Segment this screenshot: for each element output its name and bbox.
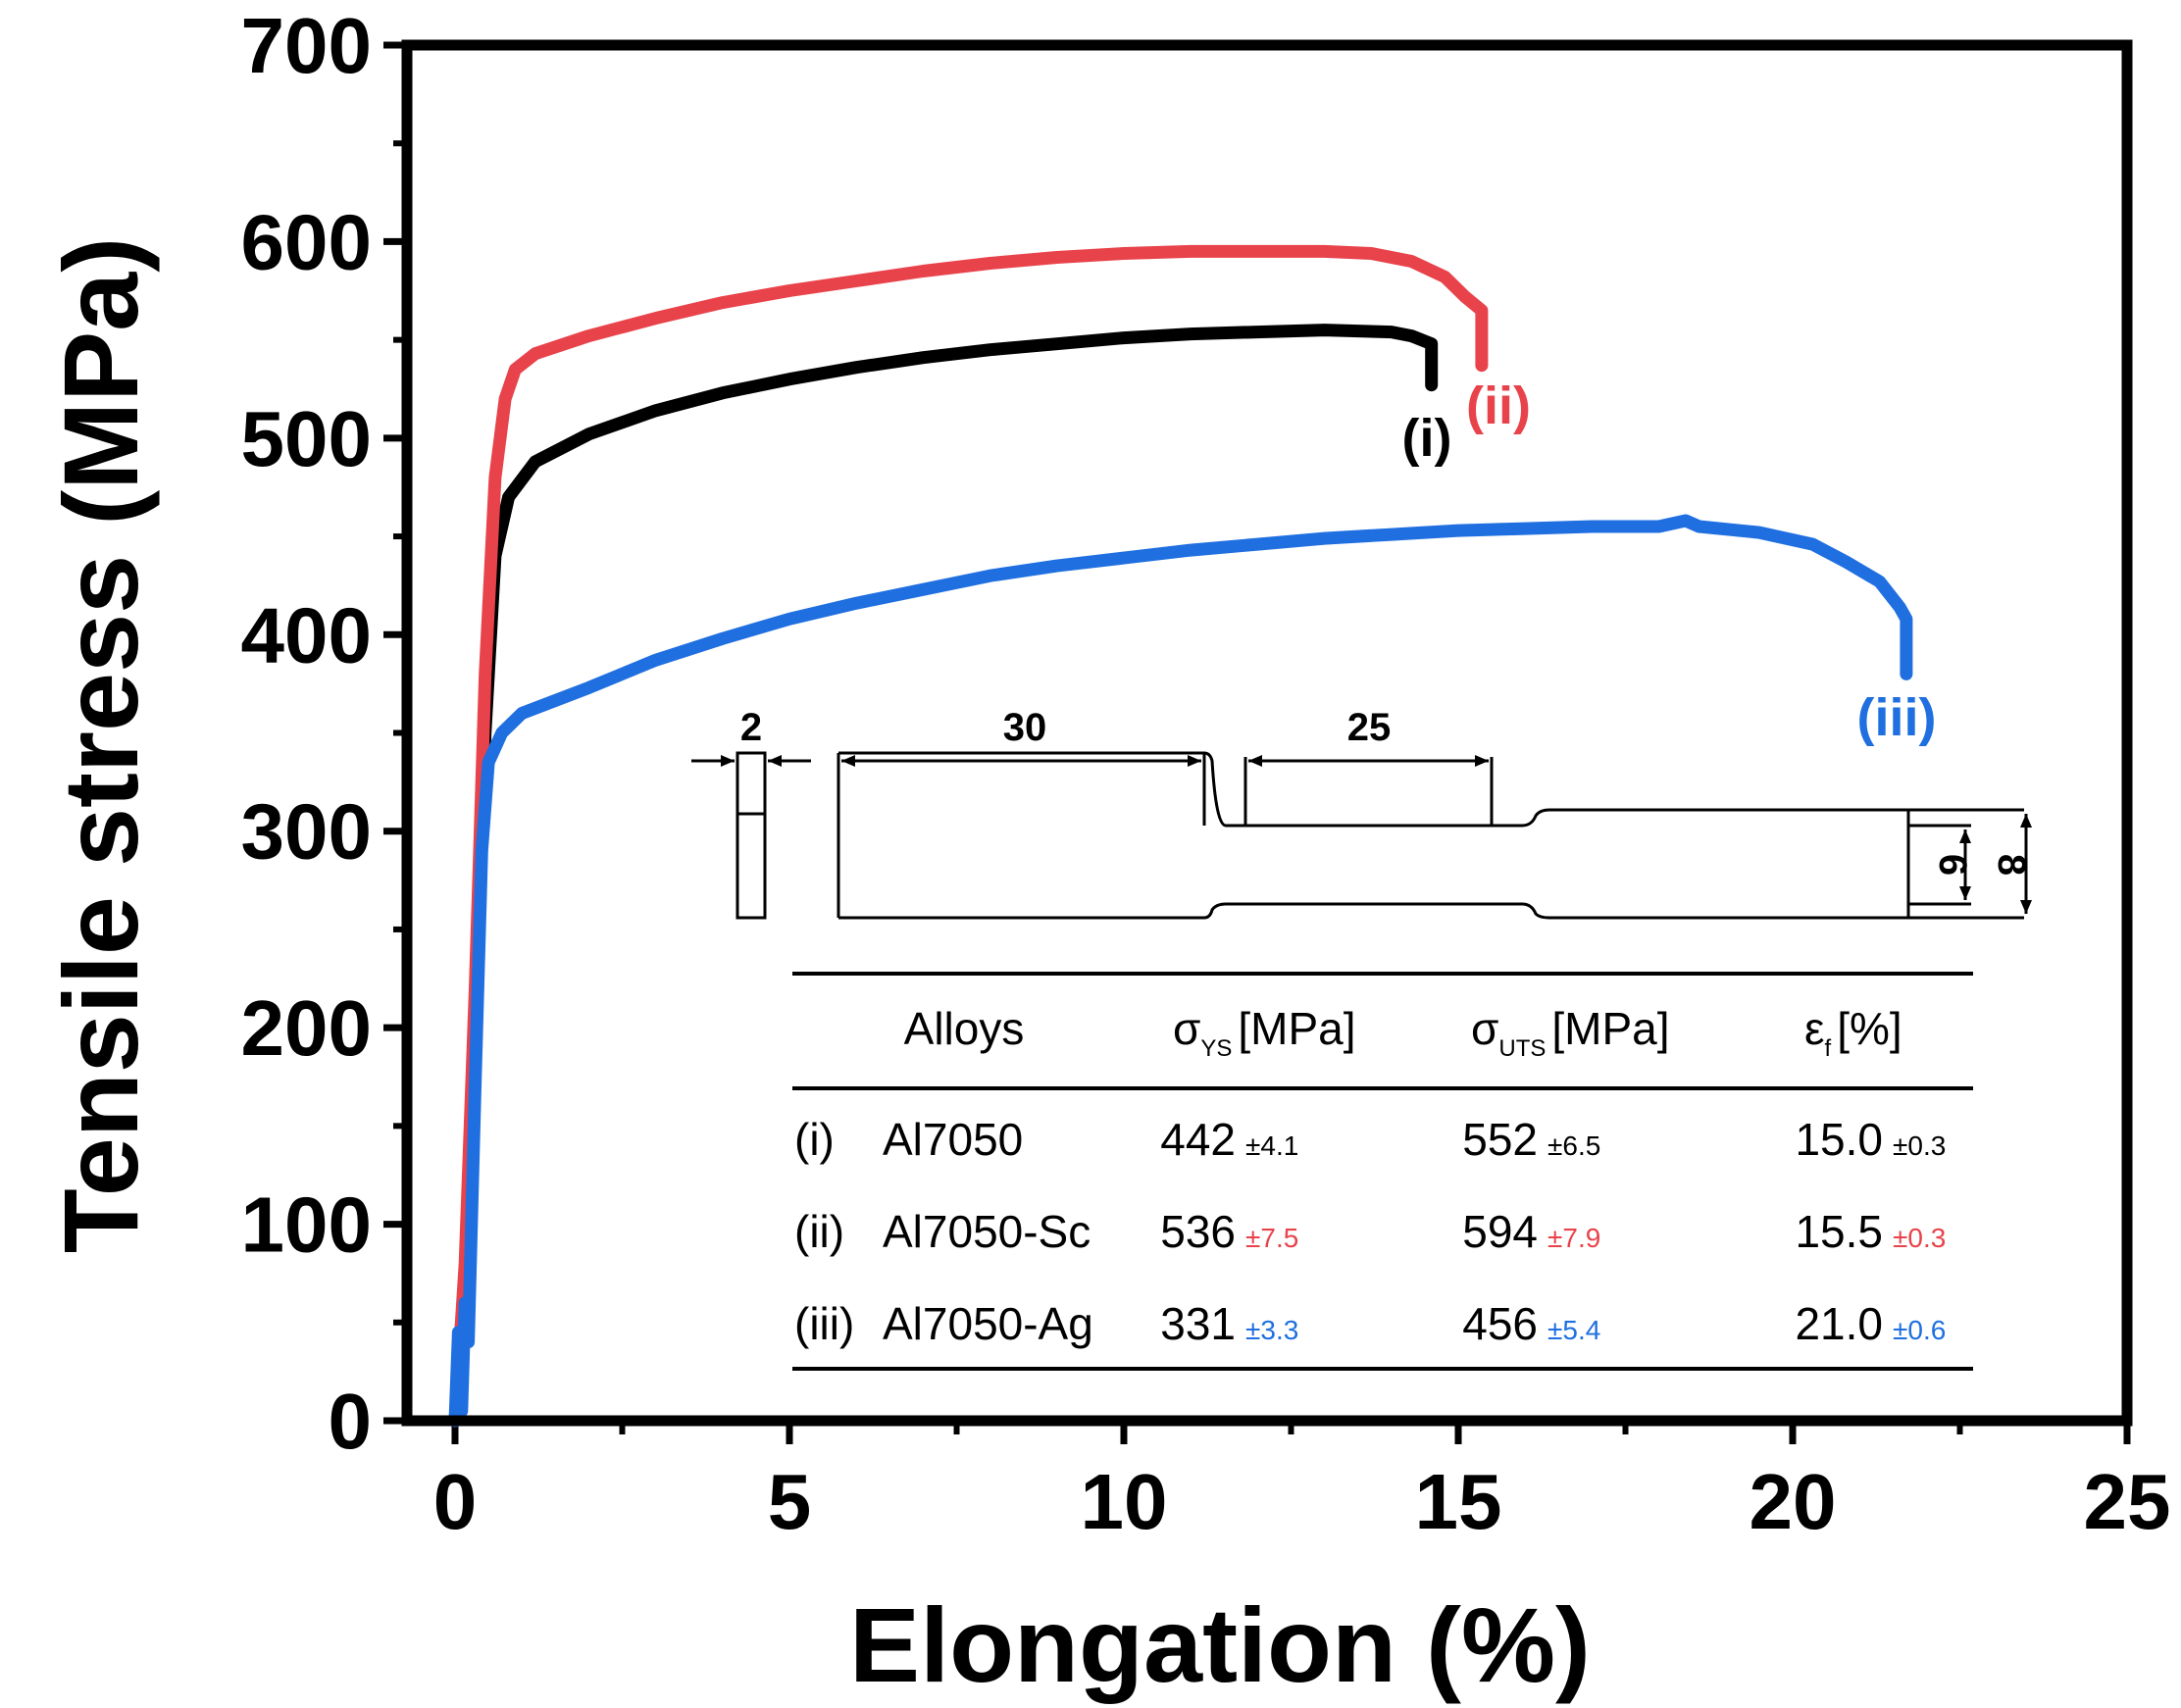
table-row: (iii) Al7050-Ag 331 ±3.3 456 ±5.4 21.0 ±0.6 [794,1298,1946,1349]
header-ef-unit: [%] [1837,1003,1902,1054]
table-rows: (i) Al7050 442 ±4.1 552 ±6.5 15.0 ±0.3 (ii) Al705… [794,1114,1946,1349]
curve-label-iii: (iii) [1857,688,1937,747]
header-ys-sub: YS [1200,1035,1232,1062]
row-ef-err: ±0.3 [1893,1130,1946,1161]
y-tick-label: 300 [241,788,372,876]
curves-layer [448,244,1913,1428]
row-alloy: Al7050-Ag [883,1298,1093,1349]
header-uts-symbol: σ [1471,1003,1498,1054]
dim-label-25: 25 [1347,706,1392,749]
row-uts-err: ±6.5 [1547,1130,1600,1161]
row-ys-err: ±4.1 [1245,1130,1298,1161]
dim-label-6: 6 [1931,854,1974,876]
header-ef-sub: f [1825,1035,1832,1062]
y-axis-title: Tensile stress (MPa) [41,237,160,1253]
x-tick-label: 20 [1750,1458,1837,1545]
y-tick-label: 700 [241,2,372,89]
header-ys-unit: [MPa] [1238,1003,1355,1054]
header-uts: σUTS [MPa] [1471,1003,1670,1062]
curve-label-ii: (ii) [1466,377,1531,435]
row-ys-err: ±7.5 [1245,1223,1298,1253]
row-ef: 21.0 [1795,1298,1883,1349]
y-tick-label: 100 [241,1181,372,1269]
header-ef: εf [%] [1804,1003,1902,1062]
row-ef-err: ±0.3 [1893,1223,1946,1253]
header-ef-symbol: ε [1804,1003,1825,1054]
row-ys: 442 [1160,1114,1236,1165]
y-tick-label: 200 [241,984,372,1072]
row-alloy: Al7050-Sc [883,1206,1090,1257]
plot-frame [401,39,2133,1427]
row-uts-err: ±5.4 [1547,1315,1600,1345]
row-ef: 15.5 [1795,1206,1883,1257]
dim-label-2: 2 [740,706,762,749]
dim-label-8: 8 [1990,854,2033,876]
row-alloy: Al7050 [883,1114,1023,1165]
table-row: (ii) Al7050-Sc 536 ±7.5 594 ±7.9 15.5 ±0.3 [794,1206,1946,1257]
row-ys: 536 [1160,1206,1236,1257]
curve-i [448,324,1439,1428]
curve-iii [448,514,1913,1428]
row-uts-err: ±7.9 [1547,1223,1600,1253]
dimension-arrowheads [721,755,2032,914]
x-axis-title: Elongation (%) [849,1585,1591,1704]
curve-ii [448,244,1489,1428]
y-tick-label: 0 [329,1378,373,1465]
row-id: (iii) [794,1298,854,1349]
y-tick-label: 400 [241,591,372,678]
x-tick-label: 15 [1415,1458,1502,1545]
row-ef-err: ±0.6 [1893,1315,1946,1345]
specimen-inset [691,751,2028,920]
curve-label-i: (i) [1402,409,1452,468]
row-uts: 594 [1462,1206,1538,1257]
row-ef: 15.0 [1795,1114,1883,1165]
row-uts: 552 [1462,1114,1538,1165]
row-id: (i) [794,1114,835,1165]
header-ys-symbol: σ [1173,1003,1200,1054]
header-ys: σYS [MPa] [1173,1003,1356,1062]
x-tick-label: 25 [2084,1458,2171,1545]
specimen-side-view [735,751,767,920]
y-tick-label: 600 [241,198,372,285]
properties-table: Alloys σYS [MPa] σUTS [MPa] εf [%] (i) Al705… [792,972,1973,1371]
row-uts: 456 [1462,1298,1538,1349]
row-ys-err: ±3.3 [1245,1315,1298,1345]
x-tick-label: 0 [433,1458,478,1545]
header-alloys: Alloys [904,1003,1025,1054]
x-tick-label: 10 [1081,1458,1168,1545]
specimen-top-outline [837,751,2024,920]
ticks-layer: 0 5 10 15 20 25 0 100 200 300 400 500 600 700 [241,2,2171,1545]
x-tick-label: 5 [768,1458,812,1545]
row-ys: 331 [1160,1298,1236,1349]
header-uts-sub: UTS [1498,1035,1546,1062]
row-id: (ii) [794,1206,844,1257]
dim-label-30: 30 [1003,706,1047,749]
header-uts-unit: [MPa] [1551,1003,1669,1054]
table-row: (i) Al7050 442 ±4.1 552 ±6.5 15.0 ±0.3 [794,1114,1946,1165]
y-tick-label: 500 [241,395,372,482]
